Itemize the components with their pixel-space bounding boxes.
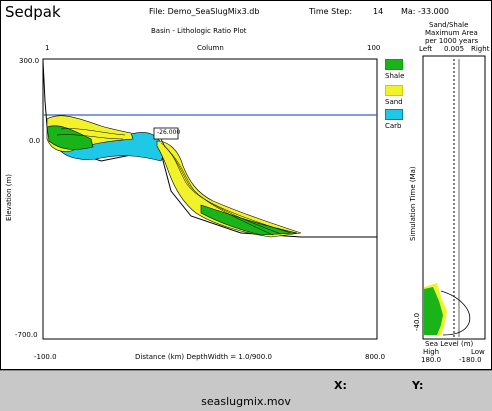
x-tick-left: -100.0 xyxy=(34,353,57,361)
side-title-2: Maximum Area xyxy=(425,29,478,37)
side-right-label: Right xyxy=(471,45,490,53)
basin-plot[interactable] xyxy=(1,1,492,371)
plot-frame xyxy=(42,58,378,340)
slope-lines xyxy=(56,128,292,236)
side-mid-value: 0.005 xyxy=(444,45,465,53)
high-value: 180.0 xyxy=(421,356,442,364)
low-value: -180.0 xyxy=(459,356,482,364)
legend-sand-swatch xyxy=(385,85,403,96)
y-coord-label: Y: xyxy=(412,379,424,392)
x-tick-right: 800.0 xyxy=(365,353,386,361)
y-tick-bottom: -700.0 xyxy=(15,331,38,339)
legend-shale-label: Shale xyxy=(385,72,405,80)
x-coord-label: X: xyxy=(334,379,347,392)
sea-level-panel[interactable] xyxy=(1,1,492,371)
side-title-3: per 1000 years xyxy=(425,37,479,45)
ma-label: Ma: -33.000 xyxy=(401,7,449,16)
marker-box xyxy=(153,127,179,140)
time-tick: -40.0 xyxy=(413,312,421,331)
column-label: Column xyxy=(197,44,224,52)
plot-title: Basin - Lithologic Ratio Plot xyxy=(151,27,247,35)
time-axis-label: Simulation Time (Ma) xyxy=(409,166,417,241)
side-left-label: Left xyxy=(419,45,433,53)
legend-carb-swatch xyxy=(385,109,403,120)
file-label: File: Demo_SeaSlugMix3.db xyxy=(149,7,260,16)
legend-shale-swatch xyxy=(385,59,403,70)
time-step-value: 14 xyxy=(373,7,384,16)
column-right-label: 100 xyxy=(367,44,381,52)
legend-carb-label: Carb xyxy=(385,122,402,130)
main-window: Sedpak File: Demo_SeaSlugMix3.db Time St… xyxy=(0,0,492,370)
side-title-1: Sand/Shale xyxy=(429,21,469,29)
time-step-label: Time Step: xyxy=(309,7,353,16)
sea-level-label: Sea Level (m) xyxy=(425,340,474,348)
low-label: Low xyxy=(471,348,485,356)
x-axis-label: Distance (km) DepthWidth = 1.0/900.0 xyxy=(135,353,272,361)
legend-sand-label: Sand xyxy=(385,98,403,106)
movie-name: seaslugmix.mov xyxy=(201,395,291,408)
shale-wedge xyxy=(46,125,94,150)
marker-label: -26.000 xyxy=(157,129,181,136)
status-bar: X: Y: seaslugmix.mov xyxy=(0,370,492,411)
y-tick-zero: 0.0 xyxy=(29,137,41,145)
high-label: High xyxy=(423,348,440,356)
app-title: Sedpak xyxy=(5,3,61,21)
column-left-label: 1 xyxy=(45,44,50,52)
y-tick-top: 300.0 xyxy=(19,57,40,65)
slope-shale xyxy=(200,204,298,236)
